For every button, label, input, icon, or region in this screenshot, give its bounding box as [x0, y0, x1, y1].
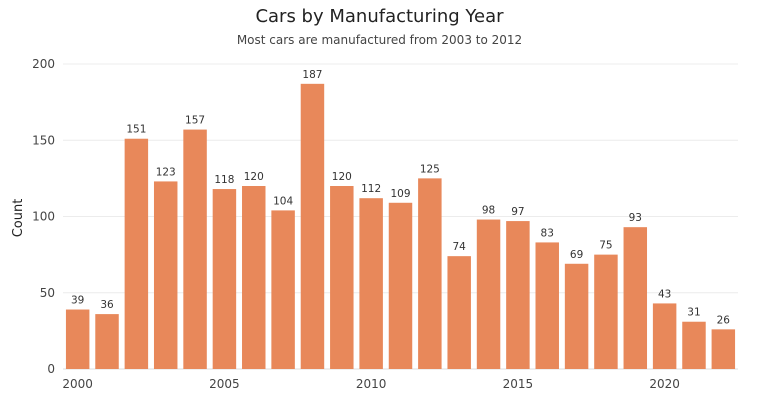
bar-2012[interactable]	[418, 178, 442, 369]
bar-2020[interactable]	[652, 303, 677, 369]
data-labels: 39 36 151 123 157 118 120 104 187 120 112 109 125 74 9…	[71, 69, 730, 327]
y-axis-title: Count	[11, 199, 26, 238]
data-label-2014: 98	[482, 205, 495, 217]
x-tick-label: 2010	[356, 377, 387, 391]
bar-2013[interactable]	[447, 256, 471, 369]
chart-title: Cars by Manufacturing Year	[255, 6, 504, 27]
data-label-2013: 74	[453, 241, 467, 253]
bar-2003[interactable]	[153, 181, 178, 369]
data-label-2017: 69	[570, 249, 583, 261]
data-label-2022: 26	[717, 314, 731, 326]
bar-2015[interactable]	[506, 221, 530, 369]
bar-2004[interactable]	[183, 129, 207, 369]
bar-2007[interactable]	[271, 210, 295, 369]
bar-2022[interactable]	[711, 329, 736, 369]
data-label-2009: 120	[332, 171, 352, 183]
data-label-2021: 31	[687, 307, 700, 319]
y-tick-label: 0	[47, 362, 55, 376]
bar-2001[interactable]	[95, 314, 119, 369]
x-tick-label: 2005	[209, 377, 240, 391]
data-label-2005: 118	[214, 174, 234, 186]
bar-2006[interactable]	[242, 186, 266, 369]
data-label-2019: 93	[629, 212, 642, 224]
bar-2005[interactable]	[212, 189, 237, 369]
x-tick-label: 2020	[649, 377, 680, 391]
bar-2000[interactable]	[65, 309, 90, 369]
bar-2002[interactable]	[124, 138, 149, 369]
bar-2017[interactable]	[564, 263, 589, 369]
bar-2008[interactable]	[300, 83, 325, 369]
bar-2011[interactable]	[388, 202, 413, 369]
bar-2009[interactable]	[330, 186, 354, 369]
x-tick-label: 2000	[62, 377, 93, 391]
data-label-2003: 123	[156, 166, 176, 178]
data-label-2016: 83	[541, 227, 554, 239]
data-label-2008: 187	[302, 69, 322, 81]
data-label-2018: 75	[599, 240, 612, 252]
data-label-2006: 120	[244, 171, 264, 183]
y-tick-label: 100	[32, 210, 55, 224]
bars	[65, 83, 736, 369]
bar-2021[interactable]	[682, 321, 706, 369]
data-label-2002: 151	[126, 124, 146, 136]
data-label-2001: 36	[100, 299, 114, 311]
y-tick-label: 150	[32, 133, 55, 147]
data-label-2004: 157	[185, 115, 205, 127]
bar-2014[interactable]	[476, 219, 501, 369]
y-tick-label: 50	[40, 286, 55, 300]
bar-2010[interactable]	[359, 198, 383, 369]
x-axis-ticks: 2000 2005 2010 2015 2020	[62, 377, 680, 391]
data-label-2011: 109	[390, 188, 410, 200]
x-tick-label: 2015	[503, 377, 534, 391]
bar-2018[interactable]	[594, 254, 618, 369]
data-label-2007: 104	[273, 195, 293, 207]
data-label-2015: 97	[511, 206, 524, 218]
data-label-2020: 43	[658, 288, 671, 300]
data-label-2010: 112	[361, 183, 381, 195]
bar-2019[interactable]	[623, 227, 648, 369]
data-label-2012: 125	[420, 163, 440, 175]
y-axis-ticks: 0 50 100 150 200	[32, 57, 55, 376]
chart-subtitle: Most cars are manufactured from 2003 to …	[236, 33, 523, 47]
y-tick-label: 200	[32, 57, 55, 71]
data-label-2000: 39	[71, 295, 84, 307]
bar-2016[interactable]	[535, 242, 559, 369]
